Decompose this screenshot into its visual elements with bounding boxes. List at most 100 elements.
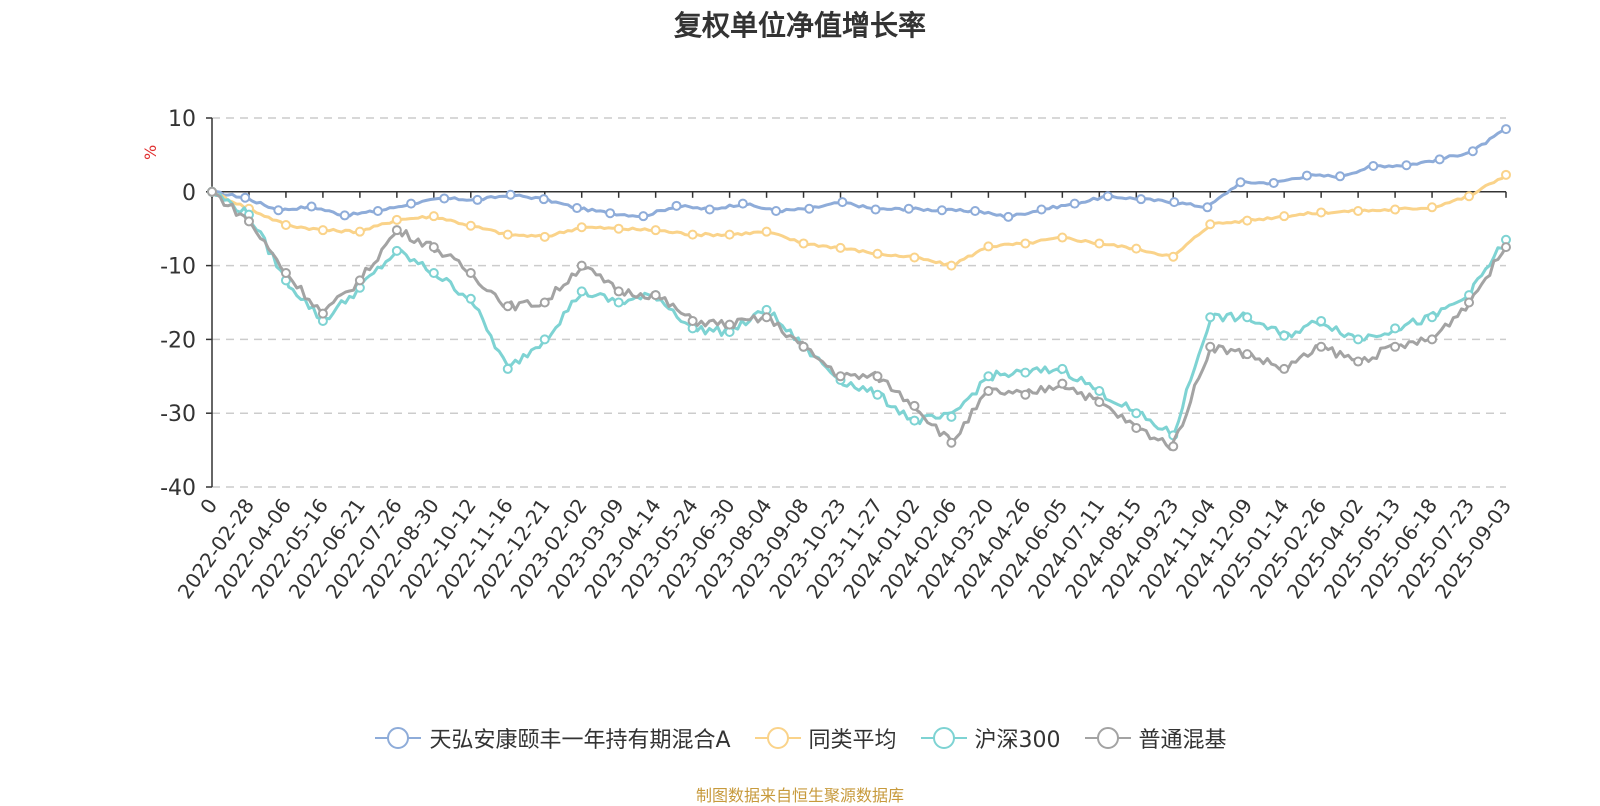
data-point <box>539 334 550 345</box>
y-tick-label: -30 <box>160 402 196 427</box>
data-point <box>1169 197 1180 208</box>
data-point <box>1131 408 1142 419</box>
series-lines <box>207 124 1511 452</box>
data-point <box>1094 238 1105 249</box>
data-point <box>909 415 920 426</box>
data-point <box>1094 397 1105 408</box>
data-point <box>439 193 450 204</box>
data-point <box>946 437 957 448</box>
data-point <box>1205 219 1216 230</box>
data-point <box>1057 363 1068 374</box>
data-point <box>1401 160 1412 171</box>
data-point <box>1057 378 1068 389</box>
data-point <box>946 411 957 422</box>
data-point <box>613 223 624 234</box>
data-point <box>571 203 582 214</box>
data-point <box>1316 341 1327 352</box>
data-point <box>1242 312 1253 323</box>
data-point <box>798 238 809 249</box>
data-point <box>724 319 735 330</box>
data-point <box>1205 341 1216 352</box>
data-point <box>317 308 328 319</box>
data-point <box>650 290 661 301</box>
data-point <box>1131 422 1142 433</box>
data-point <box>280 220 291 231</box>
data-point <box>465 220 476 231</box>
data-point <box>909 400 920 411</box>
data-point <box>1242 349 1253 360</box>
data-point <box>724 229 735 240</box>
data-point <box>1020 367 1031 378</box>
data-point <box>804 203 815 214</box>
data-point <box>391 225 402 236</box>
series-line <box>211 190 1508 451</box>
legend-line-circle-icon <box>1084 727 1131 749</box>
legend-label: 天弘安康颐丰一年持有期混合A <box>429 728 731 753</box>
data-point <box>1205 312 1216 323</box>
data-point <box>1202 202 1213 213</box>
data-point <box>1427 312 1438 323</box>
data-point <box>1464 297 1475 308</box>
axes <box>206 117 1507 488</box>
data-point <box>1353 205 1364 216</box>
data-point <box>1353 356 1364 367</box>
data-point <box>650 225 661 236</box>
data-point <box>505 189 516 200</box>
legend-label: 沪深300 <box>974 728 1061 753</box>
data-point <box>1268 177 1279 188</box>
data-point <box>1434 154 1445 165</box>
y-tick-label: -40 <box>160 476 196 501</box>
data-point <box>970 205 981 216</box>
data-point <box>1279 211 1290 222</box>
data-point <box>1353 334 1364 345</box>
legend-item[interactable]: 沪深300 <box>919 722 1061 754</box>
data-point <box>538 194 549 205</box>
y-tick-labels: 10 0 -10 -20 -30 -40 <box>160 107 196 501</box>
data-point <box>909 252 920 263</box>
data-point <box>406 198 417 209</box>
legend-line-circle-icon <box>375 727 422 749</box>
data-point <box>391 214 402 225</box>
data-point <box>936 205 947 216</box>
data-point <box>1235 177 1246 188</box>
data-point <box>903 203 914 214</box>
data-point <box>502 229 513 240</box>
data-point <box>354 226 365 237</box>
data-point <box>240 192 251 203</box>
data-point <box>1094 386 1105 397</box>
legend-item[interactable]: 同类平均 <box>753 722 897 754</box>
data-point <box>798 341 809 352</box>
data-point <box>576 260 587 271</box>
data-point <box>1131 243 1142 254</box>
data-point <box>1335 171 1346 182</box>
chart-title: 复权单位净值增长率 <box>673 9 926 42</box>
data-point <box>1368 160 1379 171</box>
legend-line-circle-icon <box>754 727 801 749</box>
data-point <box>1279 330 1290 341</box>
data-point <box>761 312 772 323</box>
data-point <box>1467 146 1478 157</box>
data-point <box>1020 389 1031 400</box>
data-point <box>1427 334 1438 345</box>
legend-item[interactable]: 普通混基 <box>1083 722 1227 754</box>
data-point <box>872 389 883 400</box>
data-point <box>354 275 365 286</box>
data-point <box>465 293 476 304</box>
data-point <box>428 267 439 278</box>
legend-item[interactable]: 天弘安康颐丰一年持有期混合A <box>373 722 731 754</box>
data-point <box>872 248 883 259</box>
data-point <box>835 242 846 253</box>
data-point <box>983 371 994 382</box>
y-tick-label: -10 <box>160 255 196 280</box>
data-point <box>870 204 881 215</box>
data-point <box>391 245 402 256</box>
data-point <box>613 297 624 308</box>
y-tick-label: 0 <box>182 181 196 206</box>
data-point <box>1427 202 1438 213</box>
data-point <box>1316 315 1327 326</box>
data-point <box>207 186 217 197</box>
data-point <box>737 198 748 209</box>
data-point <box>576 222 587 233</box>
data-point <box>1020 238 1031 249</box>
